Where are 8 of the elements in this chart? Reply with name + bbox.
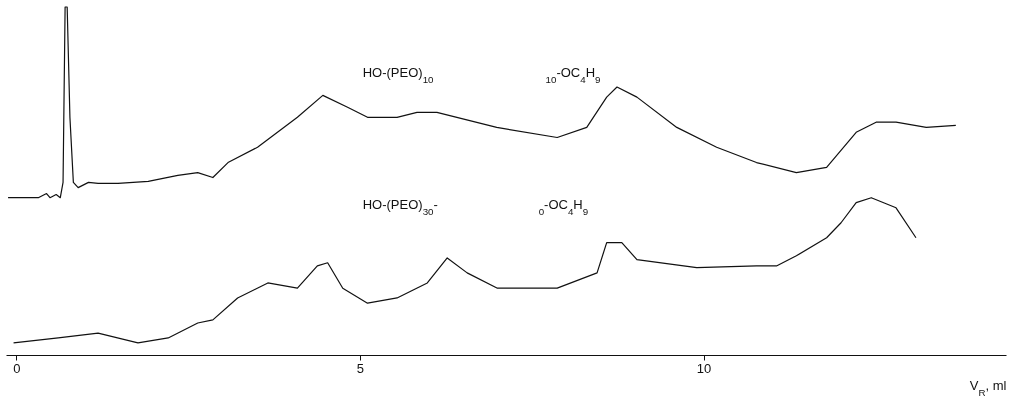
annotation: $_{0}$-OC$_{4}$H$_{9}$ [538, 197, 589, 217]
x-axis-title: V$_{R}$, ml [969, 377, 1007, 397]
annotation: HO-(PEO)$_{30}$- [362, 197, 438, 217]
x-tick-label: 10 [696, 360, 712, 376]
annotation: $_{10}$-OC$_{4}$H$_{9}$ [545, 65, 601, 85]
annotation: HO-(PEO)$_{10}$ [362, 65, 435, 85]
x-tick-label: 0 [13, 360, 21, 376]
x-tick-label: 5 [356, 360, 365, 376]
